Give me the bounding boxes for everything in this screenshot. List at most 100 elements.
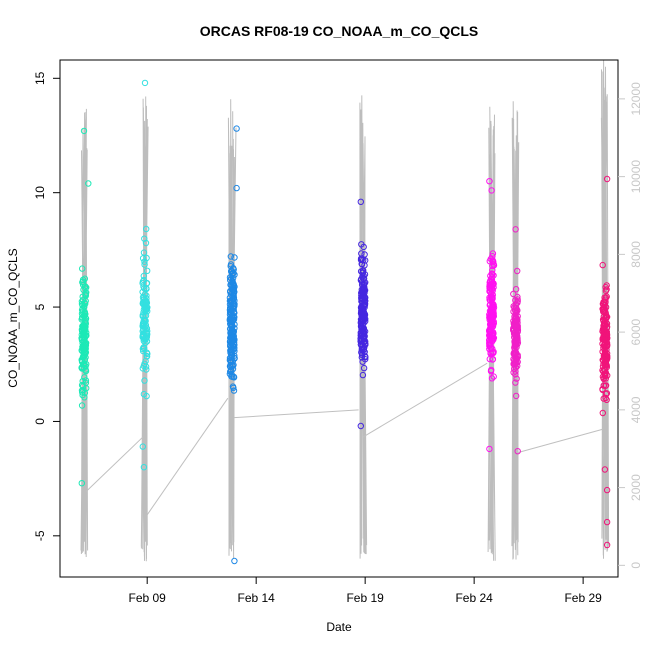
data-point — [514, 313, 521, 320]
data-point — [487, 255, 494, 263]
data-point — [489, 302, 496, 310]
data-point — [144, 308, 151, 315]
data-point — [357, 255, 365, 262]
y2-tick-label: 2000 — [629, 474, 643, 501]
data-point — [230, 361, 237, 369]
data-point — [140, 322, 147, 329]
data-point — [488, 375, 496, 382]
data-point — [229, 317, 237, 324]
data-point — [140, 331, 147, 338]
data-point — [82, 332, 89, 340]
series-RF12 — [486, 178, 498, 453]
data-point-outlier — [141, 79, 149, 87]
data-point — [513, 314, 520, 321]
data-point — [359, 350, 366, 357]
data-point — [358, 312, 365, 319]
data-point — [512, 379, 519, 386]
data-point — [360, 364, 368, 372]
data-point — [141, 235, 148, 242]
data-point — [361, 262, 368, 269]
y2-tick-label: 4000 — [629, 396, 643, 423]
data-point — [227, 304, 234, 311]
x-tick-label: Feb 29 — [564, 591, 602, 605]
data-point — [602, 382, 610, 389]
data-point — [143, 329, 150, 336]
data-point — [600, 375, 607, 382]
data-point — [360, 288, 367, 296]
data-point — [82, 283, 89, 290]
data-point — [227, 253, 235, 260]
data-point-outlier — [139, 443, 147, 450]
data-point — [486, 288, 494, 295]
data-point — [142, 321, 150, 329]
data-point — [78, 347, 86, 354]
data-point — [79, 265, 86, 272]
data-point — [510, 290, 517, 298]
data-point-outlier — [357, 198, 364, 206]
data-point-outlier — [486, 178, 493, 185]
data-point — [512, 337, 519, 344]
data-point-outlier — [512, 226, 519, 233]
altitude-transit — [146, 397, 229, 516]
data-point — [599, 367, 606, 374]
data-point — [229, 338, 236, 346]
data-point-outlier — [486, 445, 493, 453]
data-point — [489, 321, 497, 329]
y-tick-label: 15 — [33, 71, 47, 85]
data-point — [144, 267, 151, 274]
data-point — [512, 364, 519, 371]
data-point — [360, 275, 367, 283]
data-point — [141, 377, 148, 384]
x-tick-label: Feb 09 — [129, 591, 167, 605]
data-point — [82, 377, 90, 384]
data-point — [361, 301, 368, 308]
data-point — [513, 392, 520, 400]
altitude-profile-RF08 — [80, 108, 89, 558]
data-point — [602, 371, 609, 379]
data-point — [359, 371, 367, 379]
data-point — [228, 354, 235, 361]
data-point — [143, 366, 150, 373]
data-point — [230, 334, 237, 341]
data-point — [140, 272, 148, 280]
data-point-outlier — [85, 180, 92, 187]
data-point — [228, 371, 235, 378]
data-point — [359, 358, 366, 365]
data-point — [603, 319, 610, 326]
data-point — [143, 254, 150, 262]
data-point-outlier — [140, 464, 148, 471]
data-point — [358, 319, 366, 326]
data-point — [599, 363, 607, 370]
data-point — [143, 349, 151, 356]
data-point — [80, 361, 87, 368]
data-point — [231, 321, 238, 328]
y-axis-label: CO_NOAA_m_CO_QCLS — [6, 248, 20, 387]
x-axis: Feb 09 Feb 14 Feb 19 Feb 24 Feb 29 — [129, 577, 602, 605]
altitude-transit — [517, 428, 603, 454]
data-point — [79, 365, 86, 372]
data-point — [143, 352, 151, 360]
data-point — [599, 385, 606, 393]
data-point — [139, 255, 147, 262]
x-tick-label: Feb 19 — [346, 591, 384, 605]
data-point-outlier — [233, 184, 240, 192]
data-point-outlier — [603, 541, 611, 549]
data-point — [360, 243, 367, 251]
series-RF13 — [510, 226, 522, 455]
data-point — [230, 294, 238, 302]
data-point — [602, 287, 610, 295]
data-point — [81, 394, 88, 401]
data-point — [228, 315, 235, 323]
y2-tick-label: 8000 — [629, 241, 643, 268]
altitude-transit — [85, 436, 144, 492]
data-point — [79, 354, 87, 361]
data-point — [360, 346, 367, 354]
y2-tick-label: 0 — [629, 562, 643, 569]
altitude-transit — [234, 409, 359, 419]
data-point — [487, 341, 494, 348]
data-point — [602, 312, 610, 319]
data-point — [80, 342, 88, 349]
data-point — [78, 316, 85, 323]
x-axis-label: Date — [326, 620, 352, 634]
y2-tick-label: 6000 — [629, 318, 643, 345]
